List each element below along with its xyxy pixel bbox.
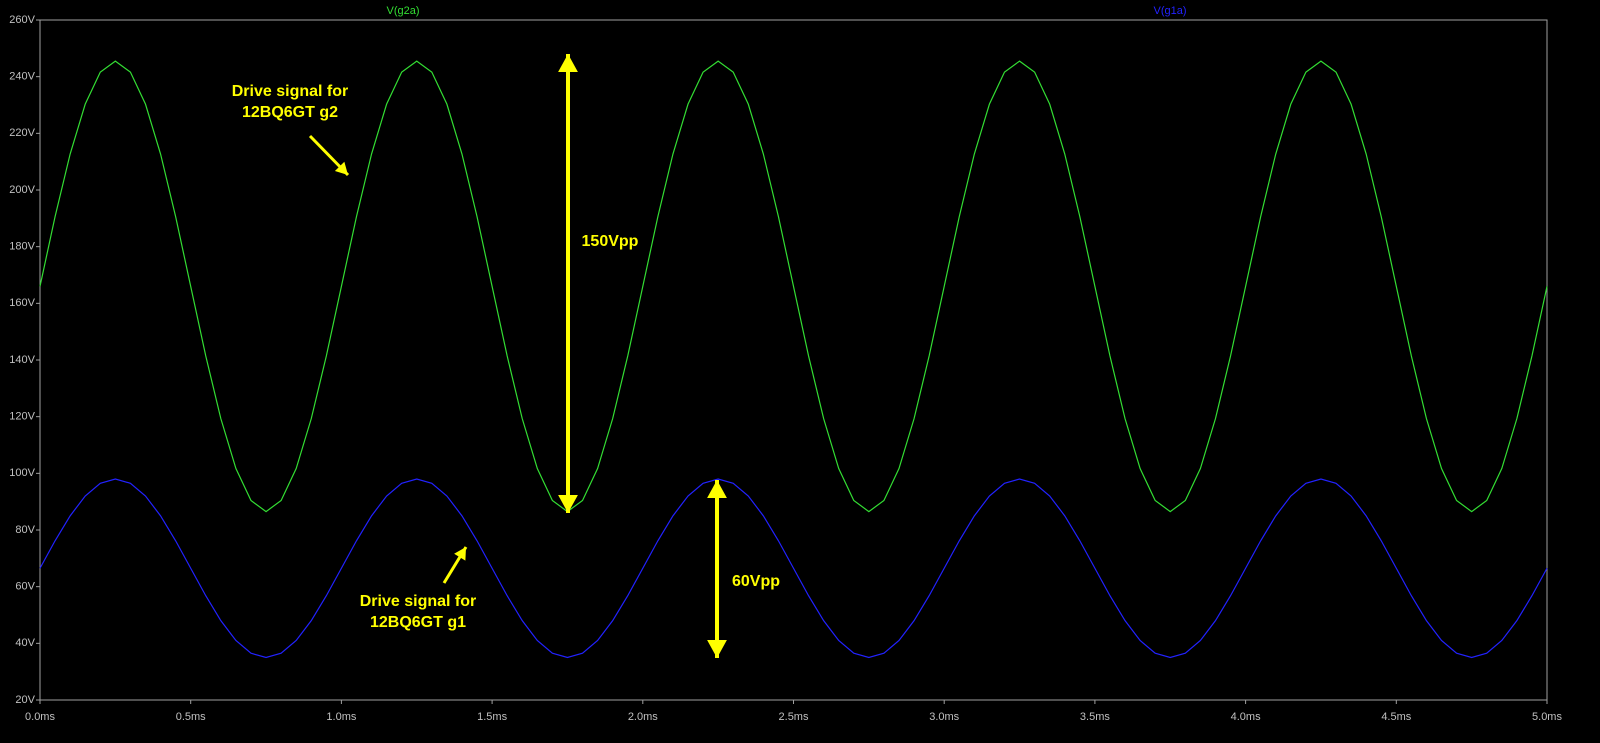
arrow-head [558,495,578,513]
annotation: Drive signal for [232,83,348,100]
x-tick-label: 3.0ms [929,711,959,723]
y-tick-label: 220V [9,127,35,139]
x-tick-label: 3.5ms [1080,711,1110,723]
x-tick-label: 2.5ms [779,711,809,723]
arrow-head [454,547,466,561]
annotation: 12BQ6GT g1 [370,614,466,631]
legend-label: V(g1a) [1153,5,1186,17]
x-tick-label: 0.0ms [25,711,55,723]
y-tick-label: 40V [15,637,35,649]
y-tick-label: 100V [9,467,35,479]
x-tick-label: 4.5ms [1381,711,1411,723]
y-tick-label: 180V [9,241,35,253]
x-tick-label: 1.5ms [477,711,507,723]
trace [39,478,1548,659]
x-tick-label: 0.5ms [176,711,206,723]
y-tick-label: 160V [9,297,35,309]
y-tick-label: 140V [9,354,35,366]
arrow-head [334,161,348,175]
x-tick-label: 5.0ms [1532,711,1562,723]
arrow-head [558,54,578,72]
y-tick-label: 200V [9,184,35,196]
plot-frame [39,19,1548,701]
arrow-head [707,480,727,498]
legend-label: V(g2a) [386,5,419,17]
y-tick-label: 60V [15,581,35,593]
y-tick-label: 240V [9,71,35,83]
y-tick-label: 80V [15,524,35,536]
y-tick-label: 260V [9,14,35,26]
trace [39,60,1548,513]
y-tick-label: 120V [9,411,35,423]
y-tick-label: 20V [15,694,35,706]
x-tick-label: 2.0ms [628,711,658,723]
annotation: Drive signal for [360,593,476,610]
annotation: 150Vpp [582,233,639,250]
x-tick-label: 1.0ms [326,711,356,723]
x-tick-label: 4.0ms [1231,711,1261,723]
annotation: 12BQ6GT g2 [242,104,338,121]
arrow-head [707,640,727,658]
annotation: 60Vpp [732,573,780,590]
